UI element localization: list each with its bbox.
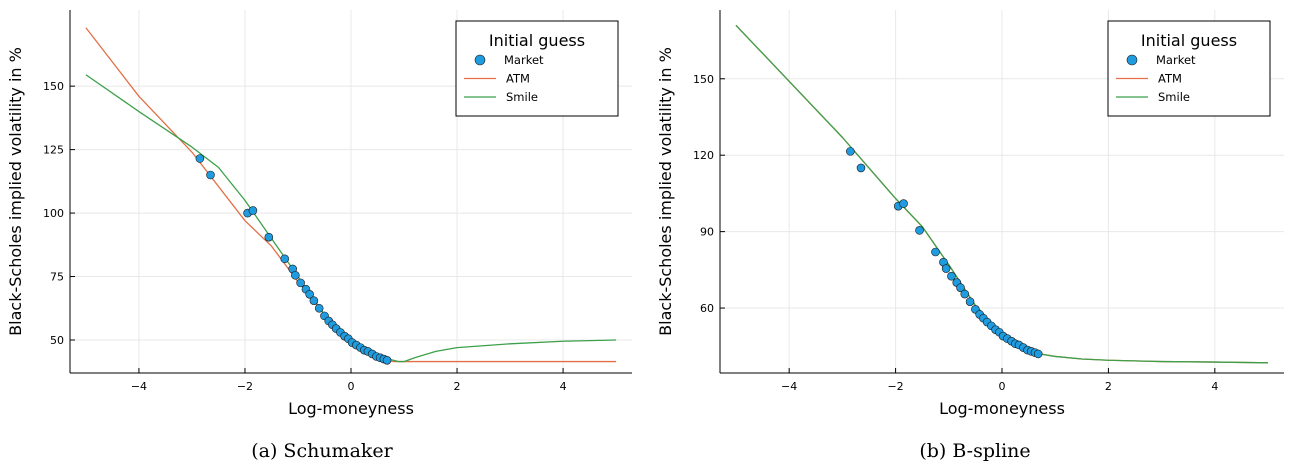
y-tick-label: 120: [693, 149, 714, 162]
market-point: [195, 154, 205, 163]
y-axis-label: Black-Scholes implied volatility in %: [6, 47, 25, 336]
market-point: [931, 247, 940, 257]
x-tick-label: −2: [887, 380, 903, 393]
market-point: [899, 199, 908, 208]
x-axis-label: Log-moneyness: [288, 399, 414, 418]
legend-title: Initial guess: [489, 31, 585, 50]
y-axis-label: Black-Scholes implied volatility in %: [656, 47, 675, 336]
legend-entry-smile: Smile: [506, 90, 538, 104]
y-tick-label: 75: [50, 271, 64, 284]
market-point: [280, 254, 290, 264]
chart-panel-0: −4 −2 0 2 4 50 75 100 125 150 Log-moneyness Black-S…: [6, 10, 632, 462]
market-point: [264, 232, 274, 242]
x-tick-label: 0: [348, 380, 355, 393]
legend-box: [1107, 20, 1271, 117]
legend-entry-atm: ATM: [1158, 72, 1182, 86]
legend-box: [455, 20, 619, 117]
y-tick-label: 90: [700, 226, 714, 239]
market-point: [846, 147, 855, 156]
market-point: [1033, 349, 1043, 359]
legend-marker-market: [1126, 54, 1138, 66]
market-point: [382, 356, 392, 365]
x-axis-label: Log-moneyness: [939, 399, 1065, 418]
panel-caption: (a) Schumaker: [251, 440, 393, 462]
y-tick-label: 60: [700, 302, 714, 315]
market-point: [314, 303, 324, 313]
market-point: [956, 283, 965, 292]
market-point: [915, 226, 924, 235]
market-point: [960, 289, 970, 299]
market-point: [296, 278, 305, 288]
market-point: [947, 271, 956, 281]
y-tick-label: 125: [43, 144, 64, 157]
legend: Initial guess Market ATM Smile: [1107, 20, 1271, 117]
legend-entry-market: Market: [504, 53, 544, 67]
x-tick-label: 4: [560, 380, 567, 393]
market-point: [305, 290, 314, 299]
legend-title: Initial guess: [1141, 31, 1237, 50]
panel-caption: (b) B-spline: [919, 440, 1030, 462]
x-tick-label: 0: [999, 380, 1006, 393]
x-tick-label: −4: [131, 380, 147, 393]
market-point: [941, 264, 951, 273]
market-point: [309, 296, 319, 305]
market-point: [965, 297, 975, 306]
plot-area: [85, 27, 617, 365]
y-tick-label: 150: [43, 80, 64, 93]
legend: Initial guess Market ATM Smile: [455, 20, 619, 117]
x-tick-label: 2: [454, 380, 461, 393]
legend-entry-smile: Smile: [1158, 90, 1190, 104]
plot-area: [735, 24, 1269, 364]
legend-marker-market: [474, 54, 486, 66]
market-point: [856, 163, 866, 173]
x-tick-label: −4: [781, 380, 797, 393]
market-point: [248, 206, 258, 215]
legend-entry-market: Market: [1156, 53, 1196, 67]
x-tick-label: −2: [237, 380, 253, 393]
y-tick-label: 50: [50, 334, 64, 347]
chart-panel-1: −4 −2 0 2 4 60 90 120 150 Log-moneyness Black-Scho…: [656, 10, 1284, 462]
legend-entry-atm: ATM: [506, 72, 530, 86]
market-point: [291, 270, 300, 280]
x-tick-label: 2: [1105, 380, 1112, 393]
x-tick-label: 4: [1211, 380, 1218, 393]
market-point: [206, 170, 215, 180]
y-tick-label: 100: [43, 207, 64, 220]
y-tick-label: 150: [693, 73, 714, 86]
